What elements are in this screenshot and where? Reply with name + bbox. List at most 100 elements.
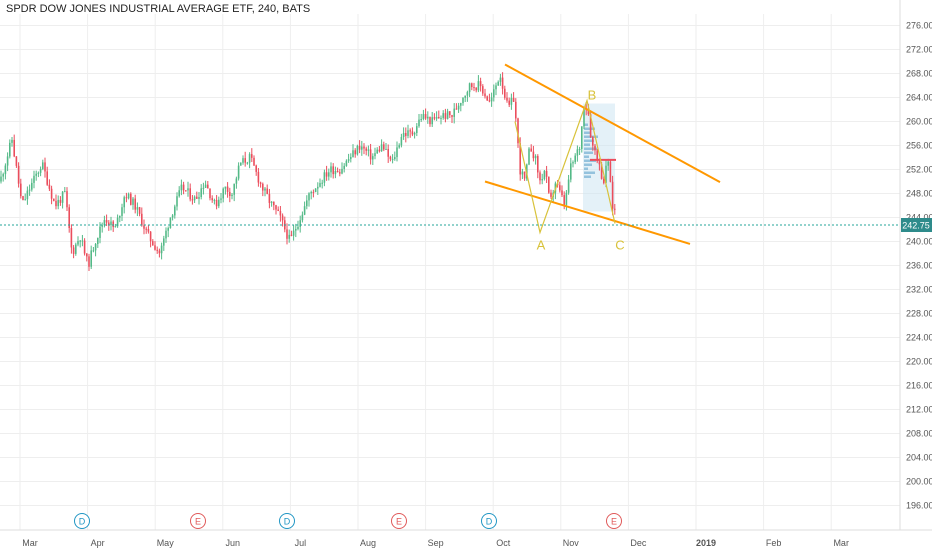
volume-profile-bar	[584, 143, 590, 146]
event-marker-label: D	[486, 517, 493, 527]
dividend-marker[interactable]	[279, 513, 295, 529]
candle-body	[295, 228, 297, 231]
candle-body	[114, 226, 117, 228]
candle-body	[477, 81, 480, 91]
candle-body	[134, 198, 136, 210]
candle-body	[499, 77, 502, 82]
candle-body	[262, 183, 264, 191]
candle-body	[4, 165, 7, 175]
candle-body	[440, 117, 442, 119]
wave-abc-line[interactable]	[514, 98, 616, 235]
candle-body	[475, 87, 477, 91]
candle-body	[594, 145, 596, 151]
x-tick-label: Nov	[563, 538, 580, 548]
candle-body	[222, 188, 224, 199]
event-marker-label: D	[284, 517, 291, 527]
candle-body	[541, 179, 543, 181]
candle-body	[317, 186, 319, 189]
candle-body	[567, 179, 570, 193]
candle-body	[530, 148, 532, 152]
candle-body	[196, 196, 198, 199]
candle-body	[521, 171, 524, 175]
earnings-marker[interactable]	[190, 513, 206, 529]
x-tick-label: Aug	[360, 538, 376, 548]
candle-body	[380, 144, 383, 152]
candle-body	[141, 213, 143, 226]
y-tick-label: 244.00	[906, 213, 932, 223]
candle-body	[187, 188, 189, 191]
y-tick-label: 268.00	[906, 69, 932, 79]
candle-body	[110, 221, 112, 226]
candle-body	[543, 170, 546, 180]
candle-body	[548, 176, 550, 193]
candle-body	[508, 100, 510, 105]
candle-body	[484, 93, 486, 97]
last-price-badge	[901, 218, 932, 232]
candle-body	[268, 193, 271, 203]
y-tick-label: 264.00	[906, 93, 932, 103]
candle-body	[189, 188, 191, 200]
candle-body	[504, 88, 506, 98]
candle-body	[240, 162, 242, 166]
candle-body	[226, 186, 229, 192]
volume-profile-bar	[584, 127, 595, 130]
chart-title: SPDR DOW JONES INDUSTRIAL AVERAGE ETF, 2…	[6, 3, 311, 15]
candle-body	[209, 188, 211, 199]
candle-body	[165, 230, 167, 239]
candle-body	[614, 208, 616, 210]
candle-body	[204, 184, 207, 188]
candle-body	[539, 172, 541, 181]
candle-body	[169, 217, 172, 229]
candle-body	[427, 116, 429, 119]
candle-body	[125, 197, 128, 199]
candle-body	[455, 108, 458, 110]
candle-body	[490, 97, 493, 102]
candle-body	[70, 228, 73, 248]
candle-body	[158, 250, 161, 254]
candle-body	[90, 250, 92, 267]
candle-body	[244, 158, 246, 163]
trendline[interactable]	[484, 180, 691, 245]
volume-profile-bar	[584, 123, 588, 126]
candle-body	[444, 113, 447, 119]
candle-body	[402, 133, 405, 138]
candle-body	[105, 220, 108, 223]
candle-body	[132, 198, 134, 205]
candle-body	[66, 191, 68, 208]
trendline[interactable]	[504, 63, 721, 183]
candle-body	[325, 172, 328, 177]
candle-body	[572, 162, 574, 164]
candle-body	[46, 171, 48, 185]
candle-body	[303, 206, 306, 215]
dividend-marker[interactable]	[481, 513, 497, 529]
y-tick-label: 208.00	[906, 429, 932, 439]
candle-body	[574, 155, 576, 163]
candle-body	[147, 229, 150, 232]
candle-body	[253, 157, 255, 166]
candle-body	[596, 150, 598, 162]
candle-body	[79, 240, 81, 242]
candle-body	[97, 237, 99, 245]
candle-body	[152, 241, 154, 246]
candle-body	[328, 172, 330, 177]
candle-body	[341, 168, 343, 174]
candle-body	[68, 207, 70, 229]
candle-body	[583, 107, 585, 127]
earnings-marker[interactable]	[391, 513, 407, 529]
wave-label-c: C	[615, 238, 624, 253]
candle-body	[180, 184, 183, 191]
candle-body	[13, 139, 15, 157]
candle-body	[17, 165, 20, 184]
dividend-marker[interactable]	[74, 513, 90, 529]
candle-body	[31, 182, 33, 190]
candle-body	[576, 149, 579, 156]
earnings-marker[interactable]	[606, 513, 622, 529]
candle-body	[174, 206, 176, 216]
candle-body	[515, 101, 517, 119]
candle-body	[442, 113, 444, 118]
volume-profile-bar	[584, 155, 589, 158]
candle-body	[497, 81, 499, 86]
candle-body	[429, 116, 431, 125]
